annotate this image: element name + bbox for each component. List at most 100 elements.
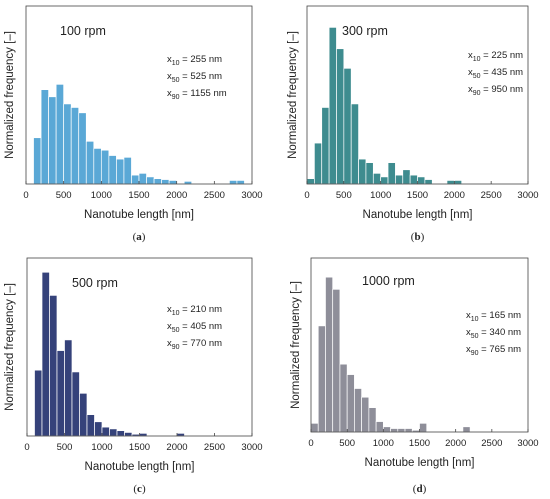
histogram-bar (404, 428, 413, 433)
histogram-bar (332, 288, 341, 433)
histogram-bar (317, 325, 326, 433)
rpm-label: 1000 rpm (362, 274, 415, 288)
x-tick-label: 2000 (445, 438, 466, 449)
histogram-bar (85, 140, 95, 185)
panel-caption: (a) (133, 231, 146, 243)
x-tick-label: 2500 (204, 190, 225, 201)
histogram-bar (56, 350, 65, 437)
histogram-bar (453, 180, 463, 185)
x-tick-label: 3000 (241, 442, 262, 453)
x-tick-label: 500 (56, 190, 72, 201)
histogram-bar (446, 180, 455, 185)
x-tick-label: 2500 (481, 190, 502, 201)
panel-caption: (d) (413, 483, 427, 495)
x-tick-label: 500 (336, 190, 352, 201)
rpm-label: 300 rpm (342, 24, 388, 38)
histogram-bar (108, 155, 117, 185)
x-tick-label: 3000 (517, 438, 538, 449)
histogram-bar (139, 432, 148, 437)
percentile-stat: x10 = 210 nm (167, 304, 222, 317)
histogram-bar (368, 407, 377, 433)
histogram-bar (325, 276, 334, 433)
histogram-bar (161, 179, 170, 185)
x-tick-label: 2000 (166, 190, 187, 201)
percentile-stat: x10 = 255 nm (167, 54, 222, 67)
percentile-stat: x10 = 225 nm (468, 50, 523, 63)
percentile-stat: x90 = 1155 nm (167, 88, 227, 101)
histogram-bar (417, 176, 426, 185)
y-axis-label: Normalized frequency [–] (287, 31, 299, 159)
histogram-bar (310, 422, 319, 433)
histogram-bar (34, 369, 43, 437)
histogram-bar (138, 172, 147, 185)
x-tick-label: 500 (339, 438, 355, 449)
histogram-bar (116, 430, 125, 437)
x-tick-label: 1000 (91, 190, 112, 201)
x-axis-label: Nanotube length [nm] (363, 209, 473, 221)
percentile-stat: x50 = 340 nm (466, 327, 521, 340)
histogram-bar (390, 428, 399, 433)
histogram-bar (116, 158, 125, 185)
y-axis-label: Normalized frequency [–] (4, 283, 16, 411)
x-tick-label: 500 (57, 442, 73, 453)
histogram-bar (395, 174, 404, 185)
x-tick-label: 2000 (166, 442, 187, 453)
percentile-stat: x90 = 950 nm (468, 84, 523, 97)
histogram-bar (314, 142, 323, 185)
histogram-bar (176, 432, 185, 437)
histogram-bar (146, 176, 155, 185)
histogram-bar (183, 180, 193, 185)
histogram-bar (402, 169, 411, 185)
histogram-bar (93, 148, 102, 185)
histogram-bar (55, 83, 65, 185)
histogram-bar (229, 180, 238, 185)
x-tick-label: 1000 (373, 438, 394, 449)
histogram-bar (387, 162, 396, 185)
histogram-bar (372, 172, 382, 185)
histogram-bar (48, 96, 57, 185)
x-tick-label: 1000 (370, 190, 391, 201)
percentile-stat: x50 = 405 nm (167, 321, 222, 334)
histogram-bar (462, 426, 471, 433)
x-tick-label: 3000 (241, 190, 262, 201)
chart-panel-d: 0 500 1000 1500 2000 2500 3000 Nanotube length … (290, 257, 539, 495)
histogram-bar (375, 421, 384, 433)
histogram-bar (33, 137, 42, 185)
histogram-bar (168, 180, 178, 185)
histogram-bar (361, 396, 370, 433)
histogram-bar (336, 48, 345, 185)
histogram-bar (49, 295, 58, 437)
x-tick-label: 2500 (204, 442, 225, 453)
panel-caption: (c) (133, 483, 146, 495)
x-tick-label: 2500 (481, 438, 502, 449)
histogram-bar (380, 176, 389, 185)
histogram-bar (321, 107, 330, 185)
rpm-label: 500 rpm (72, 276, 118, 290)
histogram-bar (306, 178, 315, 185)
percentile-stat: x50 = 525 nm (167, 71, 222, 84)
histogram-bar (41, 271, 50, 437)
histogram-bar (419, 422, 428, 433)
chart-panel-b: 0 500 1000 1500 2000 2500 3000 Nanotube length … (287, 5, 539, 243)
x-tick-label: 1500 (129, 442, 150, 453)
x-tick-label: 3000 (517, 190, 538, 201)
x-tick-label: 0 (24, 442, 29, 453)
x-tick-label: 1500 (128, 190, 149, 201)
x-tick-label: 1000 (91, 442, 112, 453)
histogram-bar (63, 103, 72, 185)
histogram-bar (64, 339, 73, 437)
histogram-bar (100, 149, 110, 185)
percentile-stat: x50 = 435 nm (468, 67, 523, 80)
histogram-bar (124, 432, 133, 437)
histogram-bar (365, 162, 374, 185)
histogram-bar (153, 178, 162, 185)
histogram-bar (70, 107, 80, 185)
histogram-bar (40, 89, 49, 185)
y-axis-label: Normalized frequency [–] (290, 281, 302, 409)
y-axis-label: Normalized frequency [–] (4, 31, 16, 159)
histogram-bar (236, 180, 245, 185)
x-tick-label: 0 (23, 190, 28, 201)
histogram-bar (86, 414, 95, 437)
x-tick-label: 0 (304, 190, 309, 201)
